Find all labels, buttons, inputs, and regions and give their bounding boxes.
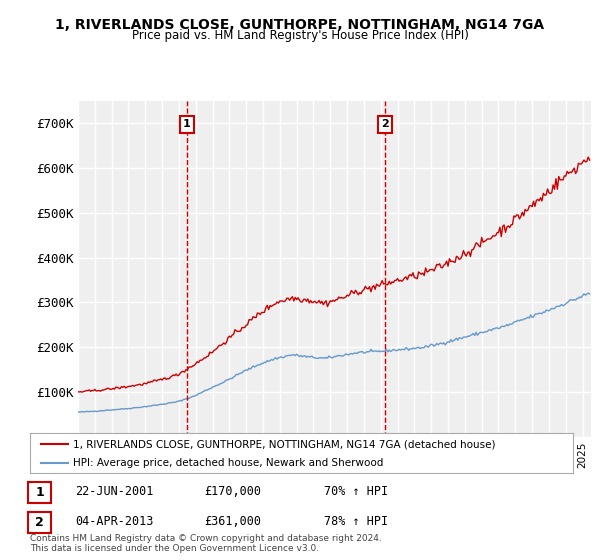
Text: £361,000: £361,000: [204, 515, 261, 529]
Text: 2: 2: [381, 119, 389, 129]
Text: £170,000: £170,000: [204, 485, 261, 498]
Text: 1, RIVERLANDS CLOSE, GUNTHORPE, NOTTINGHAM, NG14 7GA: 1, RIVERLANDS CLOSE, GUNTHORPE, NOTTINGH…: [55, 18, 545, 32]
Text: Contains HM Land Registry data © Crown copyright and database right 2024.
This d: Contains HM Land Registry data © Crown c…: [30, 534, 382, 553]
Text: 1: 1: [35, 486, 44, 499]
Text: 1, RIVERLANDS CLOSE, GUNTHORPE, NOTTINGHAM, NG14 7GA (detached house): 1, RIVERLANDS CLOSE, GUNTHORPE, NOTTINGH…: [73, 439, 496, 449]
Text: 22-JUN-2001: 22-JUN-2001: [75, 485, 154, 498]
Text: 1: 1: [183, 119, 191, 129]
Text: 04-APR-2013: 04-APR-2013: [75, 515, 154, 529]
Text: 78% ↑ HPI: 78% ↑ HPI: [324, 515, 388, 529]
Text: Price paid vs. HM Land Registry's House Price Index (HPI): Price paid vs. HM Land Registry's House …: [131, 29, 469, 42]
Text: 2: 2: [35, 516, 44, 529]
Text: 70% ↑ HPI: 70% ↑ HPI: [324, 485, 388, 498]
Text: HPI: Average price, detached house, Newark and Sherwood: HPI: Average price, detached house, Newa…: [73, 458, 384, 468]
